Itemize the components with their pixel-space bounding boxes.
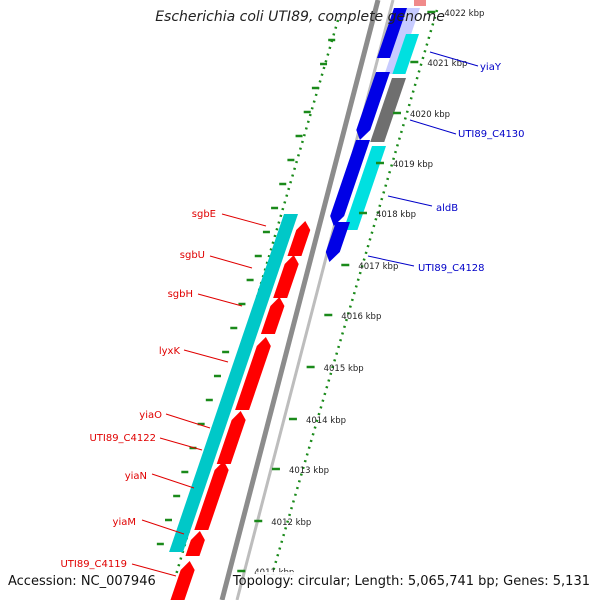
cds-block bbox=[343, 146, 386, 230]
gene-leader-line bbox=[151, 473, 195, 489]
gene-arrow bbox=[216, 411, 246, 464]
gene-leader-line bbox=[141, 519, 185, 535]
cds-block bbox=[392, 34, 419, 74]
pseudogene-block bbox=[370, 78, 406, 142]
map-title: Escherichia coli UTI89, complete genome bbox=[155, 9, 445, 25]
gene-label: yiaO bbox=[139, 410, 162, 421]
gene-block bbox=[330, 140, 370, 226]
gene-block bbox=[377, 8, 408, 58]
gene-leader-line bbox=[209, 255, 253, 269]
gene-leader-line bbox=[165, 413, 211, 429]
gene-label: lyxK bbox=[159, 346, 181, 357]
outer-dotted-ring bbox=[270, 9, 439, 576]
gene-leader-line bbox=[429, 51, 479, 67]
gene-label: UTI89_C4119 bbox=[60, 559, 127, 570]
kbp-tick-label: 4019 kbp bbox=[393, 160, 433, 170]
kbp-tick-label: 4013 kbp bbox=[289, 466, 329, 476]
backbone-arc bbox=[219, 0, 381, 601]
accession-text: Accession: NC_007946 bbox=[8, 574, 156, 589]
gene-label: aldB bbox=[436, 203, 458, 214]
gene-leader-line bbox=[221, 213, 267, 227]
gene-leader-line bbox=[387, 195, 433, 207]
top-edge-feature bbox=[414, 0, 426, 6]
gene-leader-line bbox=[183, 349, 229, 363]
gene-block bbox=[325, 222, 350, 262]
gene-arrow bbox=[194, 461, 229, 530]
gene-arrow bbox=[260, 297, 285, 334]
cds-block bbox=[169, 214, 298, 552]
gene-label: UTI89_C4128 bbox=[418, 263, 485, 274]
gene-leader-line bbox=[367, 255, 415, 267]
kbp-tick-label: 4015 kbp bbox=[324, 364, 364, 374]
gene-arrow bbox=[287, 221, 311, 256]
gene-arrow bbox=[273, 255, 299, 298]
gene-leader-line bbox=[131, 563, 177, 577]
kbp-tick-label: 4017 kbp bbox=[358, 262, 398, 272]
gene-leader-line bbox=[409, 119, 457, 135]
kbp-tick-label: 4022 kbp bbox=[444, 9, 484, 19]
gene-label: sgbU bbox=[180, 250, 205, 261]
gene-label: UTI89_C4122 bbox=[89, 433, 156, 444]
gene-leader-line bbox=[159, 437, 203, 451]
kbp-tick-label: 4014 kbp bbox=[306, 416, 346, 426]
gene-label: yiaN bbox=[125, 471, 147, 482]
gene-label: yiaY bbox=[480, 62, 502, 73]
gene-label: sgbE bbox=[192, 209, 216, 220]
footer-background bbox=[256, 572, 600, 592]
gene-arrow bbox=[235, 337, 271, 410]
gene-block bbox=[384, 8, 420, 74]
footer-background bbox=[0, 572, 150, 592]
gene-block bbox=[356, 72, 390, 140]
gene-arrow bbox=[185, 531, 205, 556]
gene-label: UTI89_C4130 bbox=[458, 129, 525, 140]
gene-leader-line bbox=[197, 293, 243, 307]
genome-summary-text: Topology: circular; Length: 5,065,741 bp… bbox=[232, 574, 590, 589]
gene-label: sgbH bbox=[168, 289, 193, 300]
kbp-tick-label: 4016 kbp bbox=[341, 312, 381, 322]
gene-label: yiaM bbox=[113, 517, 136, 528]
gene-arrow bbox=[170, 561, 195, 600]
kbp-tick-label: 4012 kbp bbox=[271, 518, 311, 528]
kbp-tick-label: 4020 kbp bbox=[410, 110, 450, 120]
kbp-tick-label: 4021 kbp bbox=[427, 59, 467, 69]
kbp-tick-label: 4018 kbp bbox=[376, 210, 416, 220]
